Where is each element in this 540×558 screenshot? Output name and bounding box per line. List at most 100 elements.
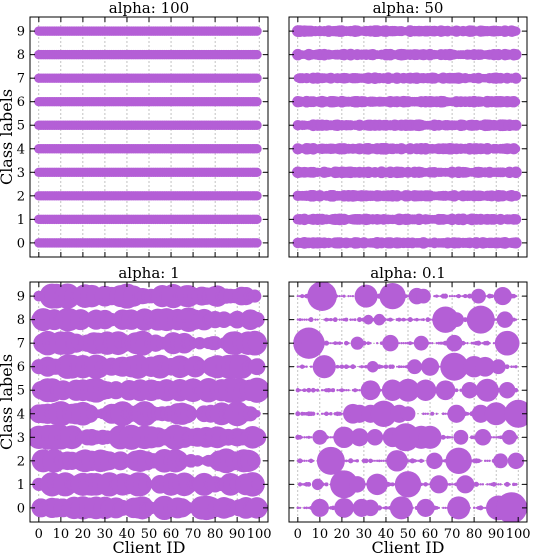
data-point-large: [507, 452, 525, 470]
data-point: [320, 389, 324, 392]
data-point-large: [498, 381, 516, 399]
data-point: [305, 436, 308, 439]
data-point-large: [475, 356, 496, 377]
data-point: [329, 436, 333, 439]
markers: [34, 26, 262, 248]
data-point: [296, 294, 299, 298]
y-tick-label: 7: [17, 72, 25, 87]
data-point: [345, 389, 348, 392]
data-point: [450, 294, 454, 298]
data-point-large: [435, 380, 456, 401]
data-point: [415, 317, 419, 322]
data-point: [353, 459, 357, 462]
data-point: [467, 293, 473, 299]
data-point: [422, 459, 425, 463]
data-point: [466, 341, 469, 345]
subplot-title: alpha: 100: [109, 0, 189, 17]
data-point: [437, 295, 440, 298]
data-point: [347, 294, 350, 298]
data-point: [434, 506, 439, 510]
data-point: [327, 341, 330, 345]
data-point: [296, 506, 300, 510]
data-point: [491, 481, 497, 487]
x-tick-label: 50: [141, 527, 158, 542]
data-point: [512, 365, 515, 368]
data-point-large: [311, 478, 324, 491]
x-tick-label: 100: [506, 527, 531, 542]
data-point: [297, 435, 303, 440]
data-point: [462, 317, 468, 323]
data-point: [472, 506, 476, 510]
data-point: [464, 342, 467, 345]
data-point: [373, 459, 377, 462]
data-point: [252, 73, 262, 83]
data-point: [401, 317, 406, 322]
data-point: [358, 389, 361, 392]
data-point: [350, 364, 356, 370]
data-point-large: [312, 355, 336, 379]
data-point: [494, 436, 498, 439]
y-tick-label: 5: [17, 384, 25, 399]
data-point: [510, 190, 521, 201]
data-point: [404, 318, 407, 321]
data-point: [344, 364, 349, 369]
data-point-large: [432, 306, 459, 333]
data-point: [442, 293, 449, 299]
y-tick-label: 5: [17, 119, 25, 134]
data-point: [435, 294, 439, 298]
data-point: [303, 436, 306, 439]
data-point-large: [449, 312, 464, 328]
y-tick-label: 0: [17, 501, 25, 516]
data-point: [335, 364, 340, 369]
y-tick-label: 9: [17, 25, 25, 40]
data-point-large: [496, 311, 514, 328]
data-point: [422, 412, 425, 416]
data-point: [353, 318, 357, 322]
data-point: [388, 317, 393, 322]
data-point: [349, 295, 352, 298]
data-point: [510, 119, 522, 131]
x-tick-label: 80: [207, 527, 224, 542]
x-tick-label: 80: [466, 527, 483, 542]
data-point: [353, 388, 358, 393]
data-point: [249, 311, 265, 328]
data-point: [415, 459, 418, 463]
data-point-large: [471, 288, 486, 304]
data-point: [514, 318, 518, 321]
data-point: [510, 49, 522, 61]
data-point: [251, 478, 263, 490]
data-point: [492, 436, 496, 439]
data-point-large: [370, 400, 397, 427]
data-point: [351, 459, 355, 463]
data-point: [440, 434, 446, 440]
data-point: [314, 318, 317, 321]
data-point-large: [389, 496, 413, 520]
data-point: [488, 459, 491, 463]
y-tick-label: 3: [17, 166, 25, 181]
data-point: [329, 342, 332, 345]
data-point: [353, 365, 357, 368]
data-point: [499, 483, 502, 486]
data-point: [301, 459, 304, 463]
data-point: [347, 341, 350, 345]
subplot-title: alpha: 50: [373, 0, 444, 17]
data-point: [360, 365, 364, 369]
data-point: [296, 365, 299, 368]
data-point: [408, 341, 413, 346]
data-point: [396, 365, 398, 368]
data-point-large: [420, 357, 440, 376]
data-point: [252, 26, 262, 36]
x-tick-label: 60: [163, 527, 180, 542]
y-tick-label: 4: [17, 407, 25, 422]
data-point-large: [366, 473, 388, 496]
y-tick-label: 4: [17, 142, 25, 157]
data-point: [339, 388, 344, 393]
y-tick-label: 1: [17, 213, 25, 228]
data-point: [306, 387, 312, 393]
data-point: [323, 340, 329, 346]
data-point: [252, 144, 262, 154]
data-point: [327, 436, 330, 439]
data-point: [473, 481, 479, 487]
data-point: [247, 427, 267, 447]
